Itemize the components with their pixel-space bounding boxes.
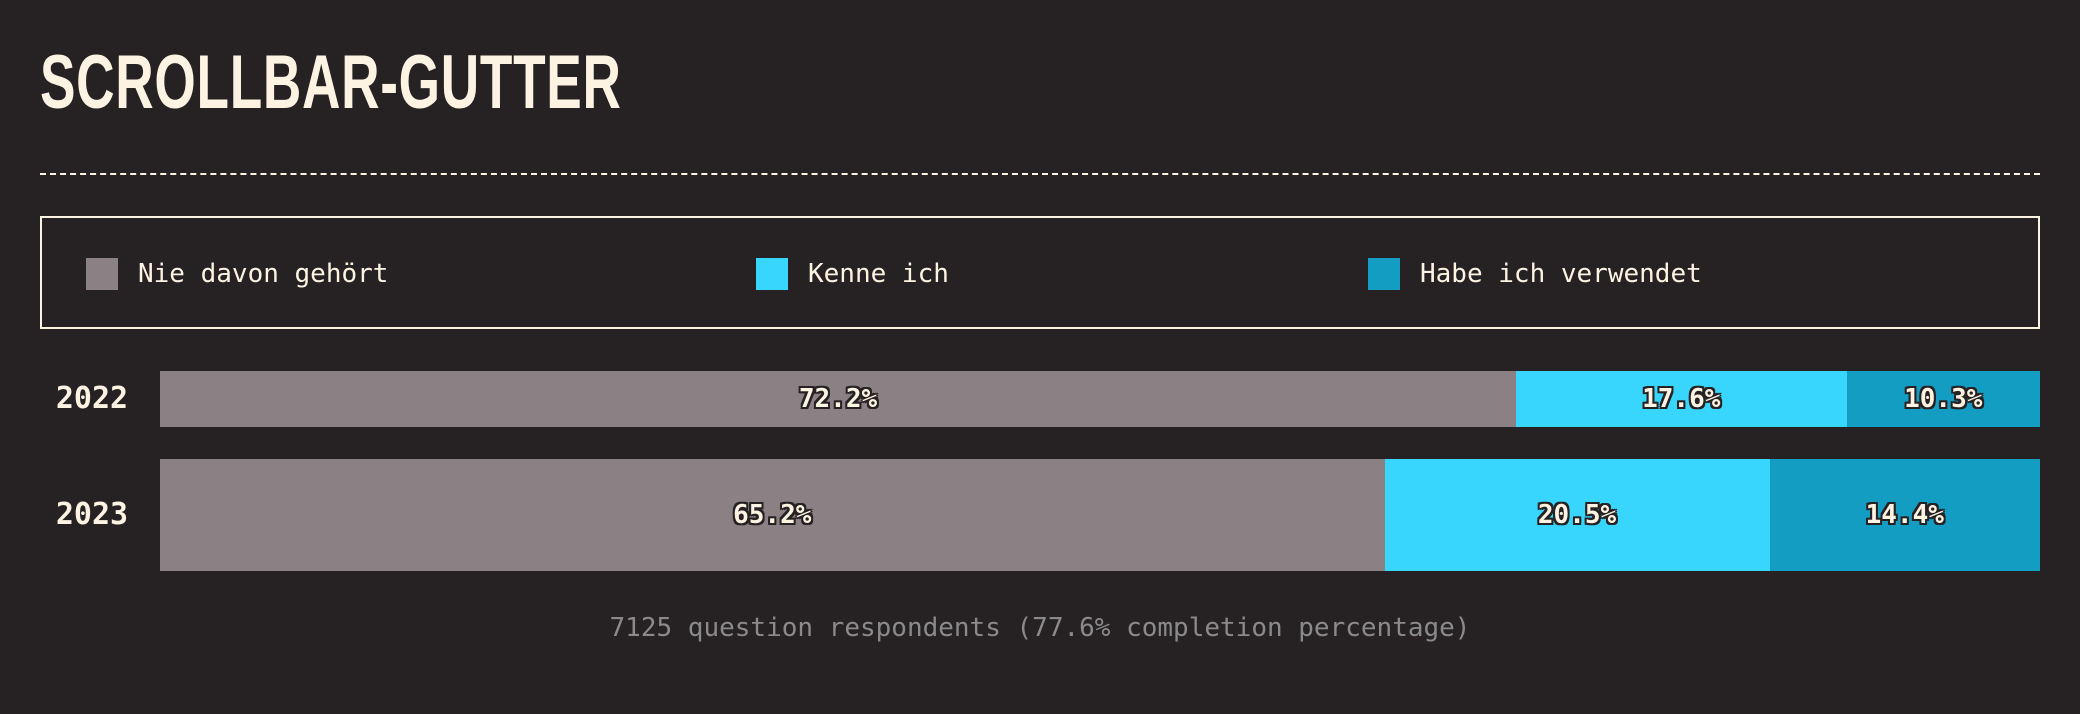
divider	[40, 173, 2040, 175]
bar-segment: 14.4%	[1769, 459, 2040, 571]
bar-value-label: 72.2%	[798, 384, 878, 414]
bar-segment: 17.6%	[1516, 371, 1847, 427]
bar-value-label: 20.5%	[1537, 500, 1617, 530]
legend-label: Nie davon gehört	[138, 259, 389, 289]
bar-segment: 65.2%	[160, 459, 1385, 571]
bar-value-label: 10.3%	[1904, 384, 1983, 414]
legend-swatch	[1368, 258, 1400, 290]
legend-item-know-it: Kenne ich	[756, 258, 949, 290]
year-label-2023: 2023	[55, 497, 129, 532]
footnote: 7125 question respondents (77.6% complet…	[609, 613, 1471, 643]
bar-value-label: 14.4%	[1865, 500, 1944, 530]
legend-item-never-heard: Nie davon gehört	[86, 258, 388, 290]
legend-label: Habe ich verwendet	[1420, 259, 1702, 289]
bar-value-label: 17.6%	[1642, 384, 1721, 414]
bar-segment: 10.3%	[1846, 371, 2040, 427]
year-label-2022: 2022	[55, 381, 129, 416]
bar-row-2022: 72.2% 17.6% 10.3%	[160, 371, 2040, 427]
legend-swatch	[86, 258, 118, 290]
legend-item-used-it: Habe ich verwendet	[1368, 258, 1702, 290]
bar-segment: 20.5%	[1384, 459, 1770, 571]
page-title: SCROLLBAR-GUTTER	[40, 40, 622, 125]
legend-swatch	[756, 258, 788, 290]
legend-label: Kenne ich	[808, 259, 949, 289]
bar-value-label: 65.2%	[733, 500, 812, 530]
bar-segment: 72.2%	[160, 371, 1516, 427]
bar-row-2023: 65.2% 20.5% 14.4%	[160, 459, 2040, 571]
legend: Nie davon gehört Kenne ich Habe ich verw…	[40, 216, 2040, 329]
